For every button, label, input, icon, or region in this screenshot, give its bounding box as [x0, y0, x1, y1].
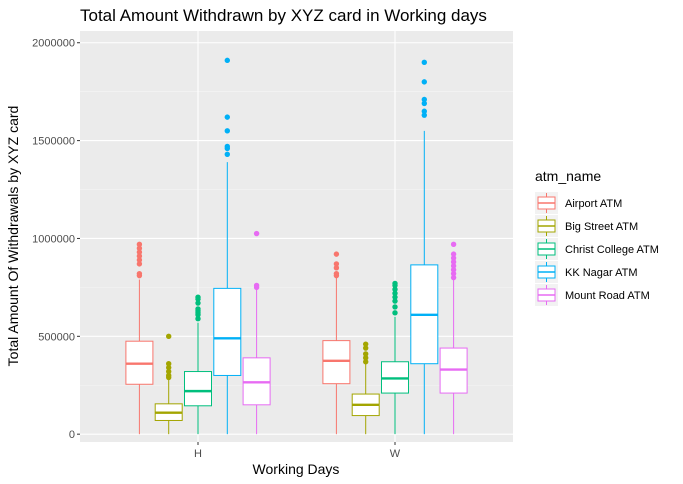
y-tick-label: 1500000 — [32, 136, 75, 148]
outlier-point — [450, 270, 457, 277]
outlier-point — [166, 361, 172, 367]
outlier-point — [450, 255, 457, 261]
legend-label: KK Nagar ATM — [565, 267, 638, 279]
outlier-point — [166, 368, 172, 375]
legend-title: atm_name — [535, 168, 601, 184]
outlier-point — [392, 286, 398, 293]
chart-title: Total Amount Withdrawn by XYZ card in Wo… — [80, 6, 487, 25]
series-big-street-atm — [154, 333, 380, 435]
outlier-point — [450, 267, 457, 273]
legend-item: Airport ATM — [535, 192, 622, 214]
box — [184, 294, 212, 435]
y-axis: 0 500000 1000000 1500000 2000000 — [32, 38, 80, 441]
y-tick-label: 0 — [69, 429, 75, 441]
series-mount-road-atm — [242, 230, 468, 435]
outlier-point — [363, 355, 369, 361]
box — [351, 341, 380, 435]
outlier-point — [136, 261, 143, 267]
outlier-point — [136, 253, 143, 259]
legend-label: Christ College ATM — [565, 244, 659, 256]
box — [410, 59, 439, 435]
outlier-point — [421, 112, 427, 118]
outlier-point — [166, 333, 172, 340]
outlier-point — [253, 282, 260, 289]
outlier-point — [333, 261, 340, 267]
outlier-point — [195, 306, 201, 312]
box — [322, 251, 351, 435]
box — [439, 241, 468, 435]
outlier-point — [195, 300, 201, 306]
outlier-point — [392, 294, 398, 300]
outlier-point — [195, 294, 201, 300]
outlier-point — [166, 364, 172, 371]
box — [242, 230, 271, 435]
outlier-point — [224, 151, 230, 157]
legend-item: Christ College ATM — [535, 238, 659, 260]
outlier-point — [224, 143, 230, 150]
outlier-point — [136, 272, 143, 279]
outlier-point — [363, 351, 369, 357]
x-tick-label: W — [390, 448, 401, 460]
outlier-point — [392, 298, 398, 304]
iqr-box — [184, 371, 212, 407]
y-tick-label: 2000000 — [32, 38, 75, 50]
outlier-point — [421, 100, 427, 107]
box-series — [125, 57, 468, 435]
outlier-point — [363, 341, 369, 347]
outlier-point — [392, 304, 398, 310]
outlier-point — [195, 316, 201, 322]
outlier-point — [224, 128, 230, 134]
outlier-point — [421, 79, 427, 85]
outlier-point — [421, 59, 427, 66]
box — [213, 57, 242, 435]
series-kk-nagar-atm — [213, 57, 439, 435]
y-tick-label: 500000 — [38, 331, 75, 343]
outlier-point — [166, 372, 172, 379]
outlier-point — [136, 257, 143, 263]
x-tick-label: H — [194, 448, 202, 460]
outlier-point — [450, 251, 457, 257]
outlier-point — [421, 108, 427, 114]
outlier-point — [136, 241, 143, 248]
x-axis-title: Working Days — [253, 461, 340, 477]
outlier-point — [224, 114, 230, 120]
outlier-point — [421, 96, 427, 103]
outlier-point — [450, 274, 457, 281]
outlier-point — [363, 345, 369, 351]
outlier-point — [333, 270, 340, 277]
outlier-point — [392, 280, 398, 287]
legend-label: Big Street ATM — [565, 221, 638, 233]
series-christ-college-atm — [184, 280, 409, 435]
y-tick-label: 1000000 — [32, 233, 75, 245]
outlier-point — [450, 263, 457, 269]
box — [381, 280, 409, 435]
series-airport-atm — [125, 241, 351, 435]
legend: atm_name Airport ATM Big Street ATM Christ… — [535, 168, 659, 306]
iqr-box — [213, 287, 242, 376]
outlier-point — [224, 57, 230, 64]
outlier-point — [392, 310, 398, 316]
legend-item: Mount Road ATM — [535, 284, 650, 306]
outlier-point — [253, 230, 260, 237]
box — [125, 241, 154, 435]
iqr-box — [322, 340, 351, 385]
box — [154, 333, 183, 435]
legend-label: Airport ATM — [565, 198, 622, 210]
outlier-point — [363, 359, 369, 365]
legend-item: Big Street ATM — [535, 215, 638, 237]
y-axis-title: Total Amount Of Withdrawals by XYZ card — [5, 106, 21, 367]
outlier-point — [136, 245, 143, 251]
outlier-point — [450, 259, 457, 265]
outlier-point — [450, 241, 457, 248]
outlier-point — [333, 265, 340, 271]
outlier-point — [136, 249, 143, 255]
legend-label: Mount Road ATM — [565, 290, 650, 302]
outlier-point — [333, 251, 340, 257]
legend-item: KK Nagar ATM — [535, 261, 638, 283]
outlier-point — [392, 290, 398, 296]
